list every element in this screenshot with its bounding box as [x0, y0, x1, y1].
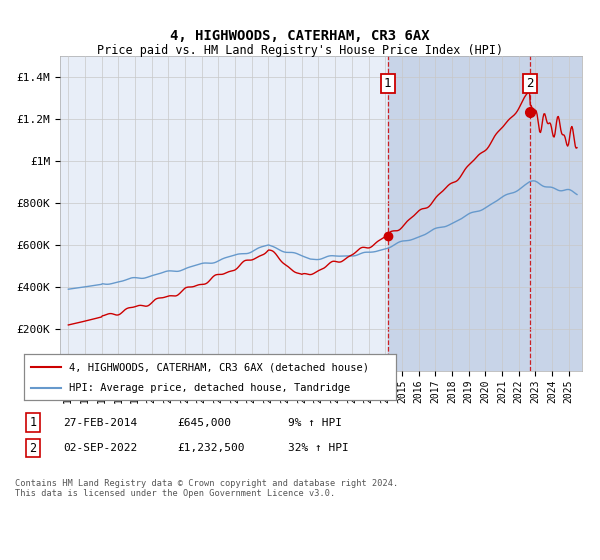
Text: 4, HIGHWOODS, CATERHAM, CR3 6AX (detached house): 4, HIGHWOODS, CATERHAM, CR3 6AX (detache… — [68, 362, 368, 372]
Text: 9% ↑ HPI: 9% ↑ HPI — [288, 418, 342, 428]
Text: 1: 1 — [384, 77, 391, 90]
Text: HPI: Average price, detached house, Tandridge: HPI: Average price, detached house, Tand… — [68, 382, 350, 393]
Text: 32% ↑ HPI: 32% ↑ HPI — [288, 443, 349, 453]
Text: 02-SEP-2022: 02-SEP-2022 — [63, 443, 137, 453]
Text: 2: 2 — [29, 441, 37, 455]
Bar — [388, 56, 582, 371]
Text: 27-FEB-2014: 27-FEB-2014 — [63, 418, 137, 428]
Text: 1: 1 — [29, 416, 37, 430]
Text: Price paid vs. HM Land Registry's House Price Index (HPI): Price paid vs. HM Land Registry's House … — [97, 44, 503, 57]
Text: Contains HM Land Registry data © Crown copyright and database right 2024.
This d: Contains HM Land Registry data © Crown c… — [15, 479, 398, 498]
Text: £1,232,500: £1,232,500 — [177, 443, 245, 453]
Text: 2: 2 — [526, 77, 533, 90]
Text: £645,000: £645,000 — [177, 418, 231, 428]
Text: 4, HIGHWOODS, CATERHAM, CR3 6AX: 4, HIGHWOODS, CATERHAM, CR3 6AX — [170, 29, 430, 44]
